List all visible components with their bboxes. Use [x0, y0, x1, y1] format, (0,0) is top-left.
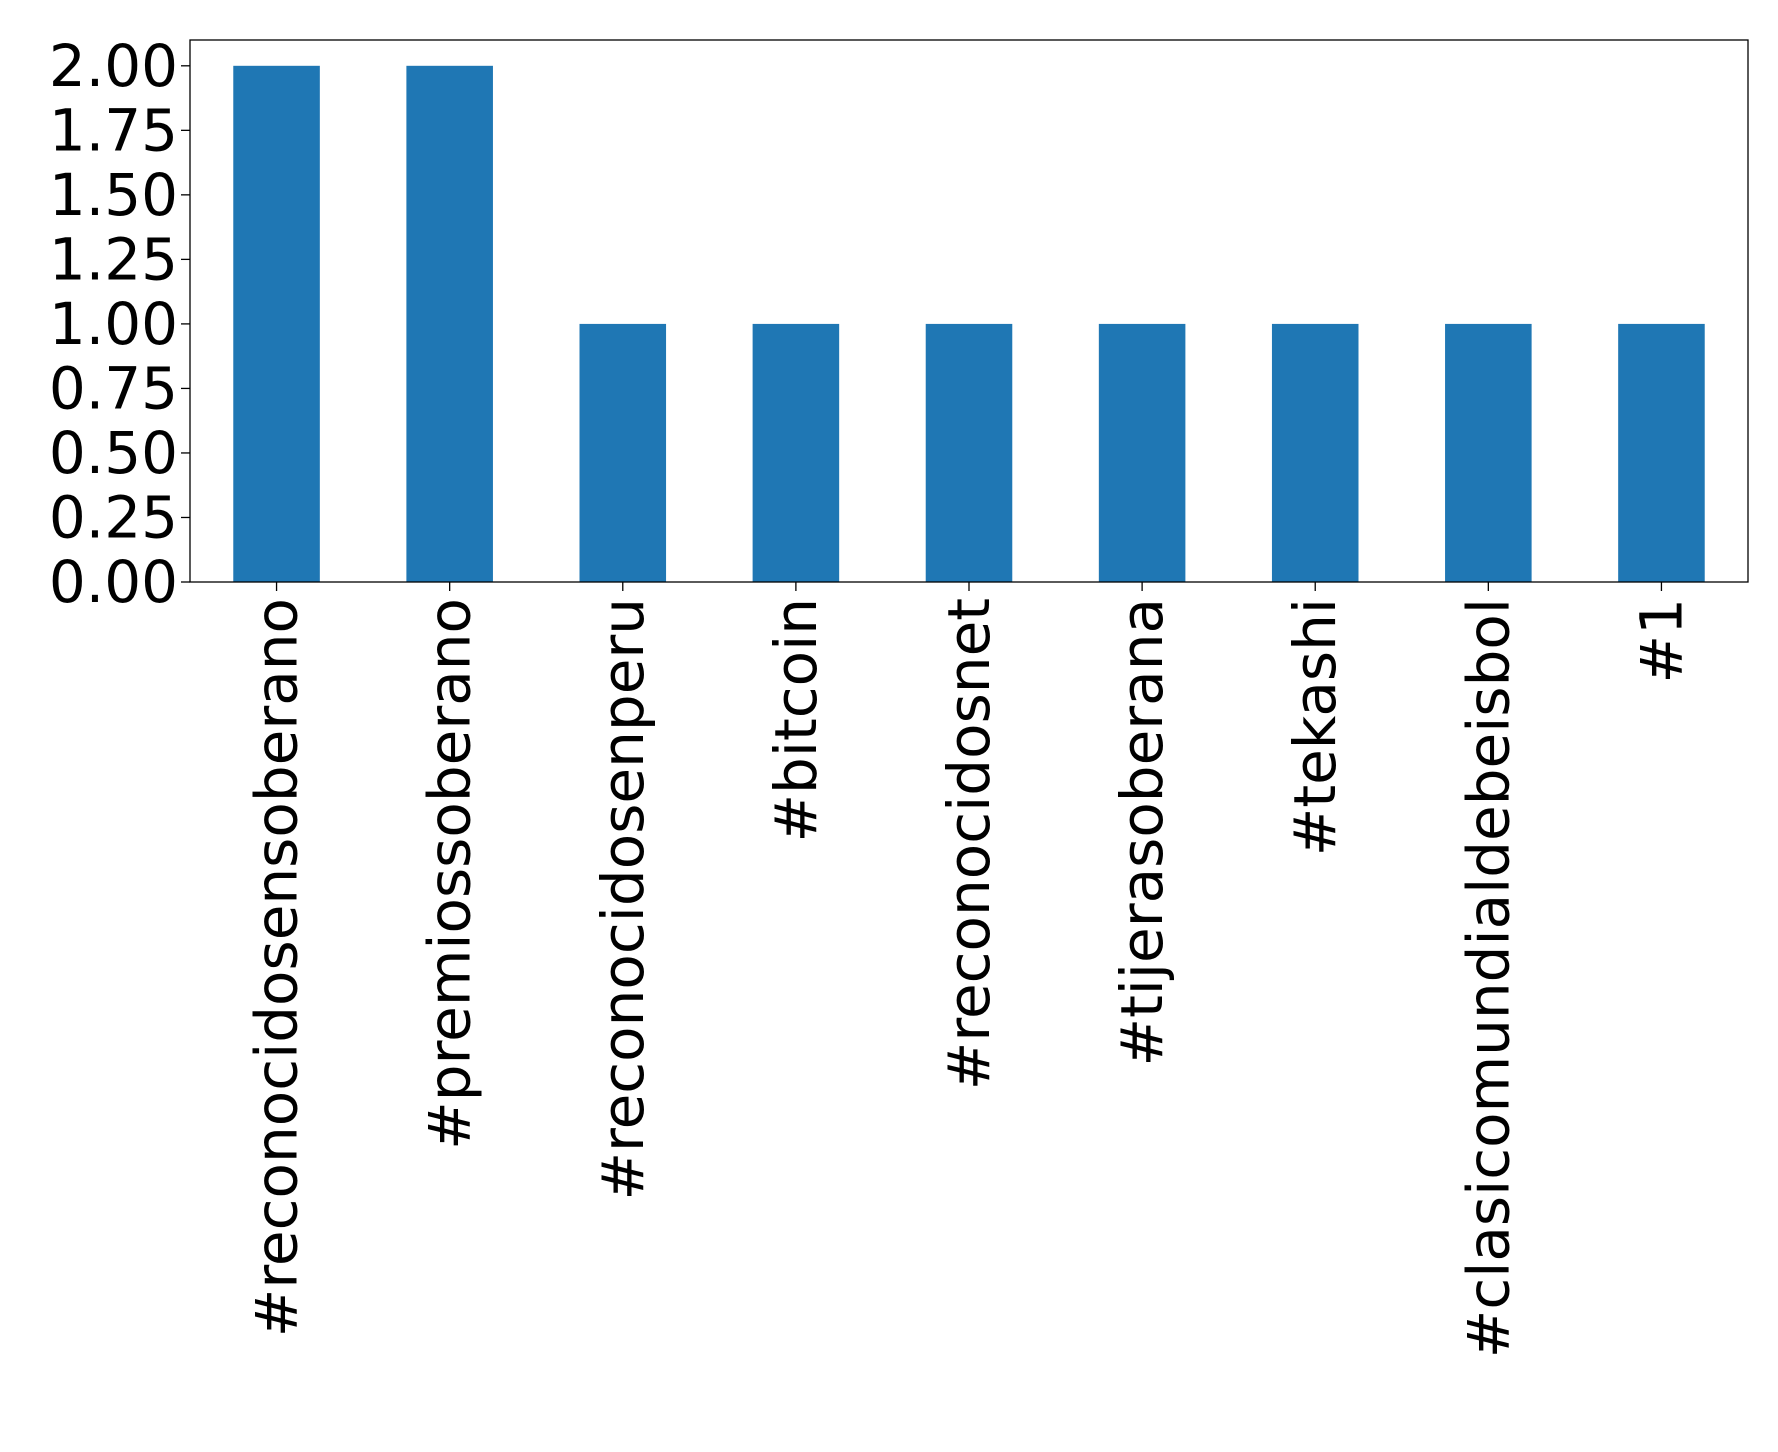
y-tick-label: 0.50	[49, 419, 178, 487]
bar	[1618, 323, 1705, 582]
y-tick-label: 0.00	[49, 548, 178, 616]
bars-layer	[233, 65, 1705, 583]
bar	[752, 323, 840, 582]
y-tick-label: 1.00	[49, 290, 178, 358]
x-tick-label: #reconocidosensoberano	[243, 598, 311, 1337]
y-tick-label: 1.75	[49, 96, 178, 164]
x-axis-ticks: #reconocidosensoberano #premiossoberano #r…	[243, 582, 1695, 1358]
x-tick-label: #1	[1627, 598, 1695, 684]
y-tick-label: 2.00	[49, 32, 178, 100]
y-tick-label: 1.25	[49, 225, 178, 293]
x-tick-label: #clasicomundialdebeisbol	[1454, 598, 1522, 1358]
y-tick-label: 0.75	[49, 354, 178, 422]
bar	[925, 323, 1013, 582]
bar	[233, 65, 320, 583]
bar	[1271, 323, 1359, 582]
y-tick-label: 0.25	[49, 483, 178, 551]
bar	[1445, 323, 1532, 582]
bar	[579, 323, 667, 582]
x-tick-label: #reconocidosenperu	[589, 598, 657, 1201]
x-tick-label: #premiossoberano	[416, 598, 484, 1150]
plot-frame	[189, 39, 1749, 583]
bar	[1098, 323, 1186, 582]
y-tick-label: 1.50	[49, 161, 178, 229]
x-tick-label: #tijerasoberana	[1108, 598, 1176, 1067]
x-tick-label: #bitcoin	[762, 598, 830, 843]
bar	[406, 65, 493, 583]
x-tick-label: #tekashi	[1281, 598, 1349, 856]
x-tick-label: #reconocidosnet	[935, 598, 1003, 1090]
y-axis-ticks: 0.000.250.500.751.001.251.501.752.00	[49, 32, 190, 616]
